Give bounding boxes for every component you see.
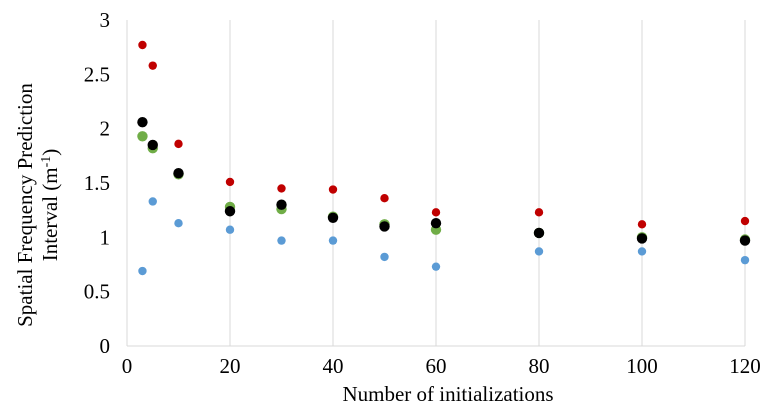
data-point-series-4 [431,262,441,271]
data-point-series-1 [534,208,544,217]
data-point-series-2 [137,131,148,142]
data-point-series-3 [533,227,545,239]
data-point-series-1 [148,61,157,70]
x-tick-label: 40 [323,354,344,378]
x-tick-label: 0 [122,354,133,378]
x-tick-label: 120 [729,354,761,378]
y-axis-title-line-2: Interval (m [38,167,62,261]
data-point-series-4 [174,219,183,228]
svg-text:Interval (m-1): Interval (m-1) [38,149,62,262]
x-tick-label: 60 [426,354,447,378]
data-point-series-4 [277,236,286,245]
x-tick-label: 100 [626,354,658,378]
y-axis-title-superscript: -1 [39,156,54,168]
y-tick-label: 1.5 [84,171,110,195]
y-axis-title-line-1: Spatial Frequency Prediction [13,83,37,327]
y-tick-label: 0 [100,334,111,358]
y-tick-label: 2.5 [84,62,110,86]
data-points [137,40,751,276]
data-point-series-1 [431,208,441,217]
data-point-series-4 [148,197,157,206]
data-point-series-3 [276,199,287,210]
x-axis-title: Number of initializations [342,382,553,406]
data-point-series-4 [225,225,235,234]
svg-text:Spatial Frequency Prediction: Spatial Frequency Prediction [13,83,37,327]
data-point-series-4 [138,266,147,276]
axes [126,20,745,347]
x-tick-label: 80 [529,354,550,378]
data-point-series-3 [636,233,648,244]
x-tick-label: 20 [220,354,241,378]
data-point-series-4 [328,236,338,245]
y-tick-label: 2 [100,117,111,141]
grid-lines [229,20,746,346]
data-point-series-1 [138,40,147,50]
data-point-series-1 [380,194,389,203]
data-point-series-1 [225,177,235,187]
y-tick-label: 3 [100,8,111,32]
data-point-series-1 [637,220,647,229]
y-tick-label: 1 [100,225,111,249]
data-point-series-4 [534,247,544,256]
data-point-series-3 [327,212,339,223]
y-axis-title-line-2-end: ) [38,149,62,156]
data-point-series-3 [224,206,236,217]
data-point-series-1 [740,216,750,226]
data-point-series-3 [173,168,184,179]
data-point-series-3 [137,116,148,128]
data-point-series-3 [739,235,751,246]
data-point-series-3 [147,139,158,151]
data-point-series-1 [328,185,338,194]
data-point-series-3 [379,221,390,232]
tick-labels: 0 20 40 60 80 100 120 0 0.5 1 1.5 2 2.5 3 [84,8,761,378]
y-axis-title: Spatial Frequency Prediction Interval (m… [13,83,62,327]
data-point-series-4 [380,252,389,262]
data-point-series-4 [740,255,750,265]
data-point-series-1 [277,184,286,193]
y-tick-label: 0.5 [84,280,110,304]
data-point-series-3 [430,218,442,229]
data-point-series-4 [637,247,647,256]
data-point-series-1 [174,139,183,149]
